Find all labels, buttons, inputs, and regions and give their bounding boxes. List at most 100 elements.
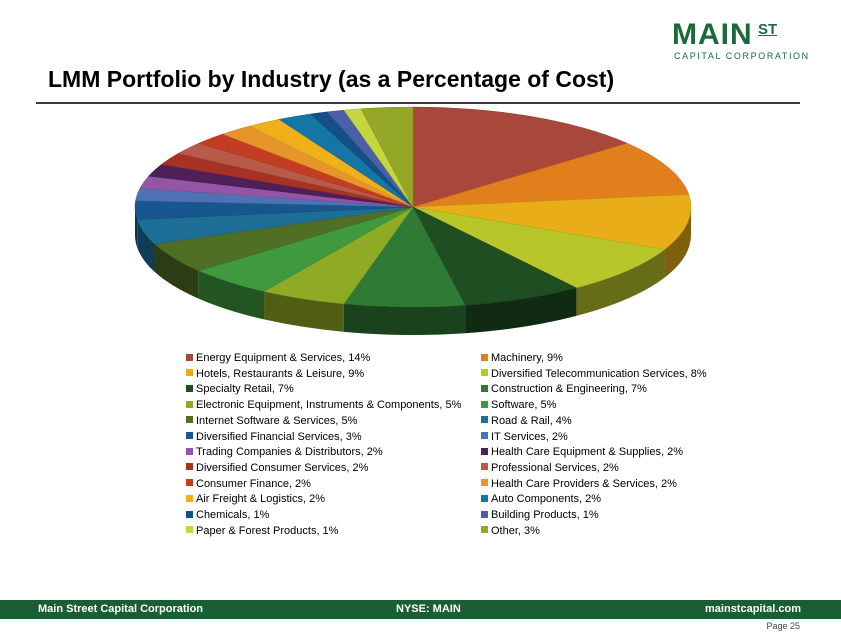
pie-slice-side-3	[576, 249, 665, 316]
logo-st-text: ST	[758, 21, 778, 38]
legend-item: Paper & Forest Products, 1%	[186, 524, 338, 539]
legend-label: Diversified Financial Services, 3%	[196, 430, 362, 443]
legend-swatch	[186, 416, 193, 424]
pie-slice-side-10	[135, 207, 138, 248]
legend-item: Diversified Telecommunication Services, …	[481, 367, 707, 382]
legend-swatch	[186, 447, 193, 455]
legend-swatch	[186, 479, 193, 487]
pie-slice-4	[412, 206, 578, 306]
pie-slice-side-7	[198, 270, 265, 320]
legend-swatch	[481, 384, 488, 392]
legend-swatch	[481, 353, 488, 361]
legend-swatch	[186, 384, 193, 392]
pie-slice-23	[360, 106, 414, 208]
legend-label: Professional Services, 2%	[491, 461, 619, 474]
legend-label: Software, 5%	[491, 399, 557, 412]
legend-label: Diversified Consumer Services, 2%	[196, 461, 369, 474]
logo-main-text: MAIN	[672, 18, 753, 51]
legend-label: Hotels, Restaurants & Leisure, 9%	[196, 367, 365, 380]
page-title: LMM Portfolio by Industry (as a Percenta…	[48, 66, 615, 92]
legend-swatch	[186, 353, 193, 361]
pie-chart	[134, 106, 692, 335]
legend-label: Machinery, 9%	[491, 352, 563, 364]
legend-swatch	[481, 526, 488, 534]
legend-swatch	[481, 463, 488, 471]
legend-swatch	[186, 400, 193, 408]
legend-label: Construction & Engineering, 7%	[491, 383, 647, 396]
legend-label: Internet Software & Services, 5%	[196, 414, 358, 427]
legend-item: Professional Services, 2%	[481, 461, 619, 476]
pie-slice-side-9	[137, 219, 155, 272]
legend-item: IT Services, 2%	[481, 430, 568, 445]
legend-label: Road & Rail, 4%	[491, 414, 572, 427]
legend-swatch	[481, 400, 488, 408]
legend-label: Auto Components, 2%	[491, 493, 602, 506]
legend-label: IT Services, 2%	[491, 430, 568, 443]
logo-subtitle: CAPITAL CORPORATION	[674, 51, 810, 61]
legend-label: Paper & Forest Products, 1%	[196, 524, 339, 537]
legend-item: Road & Rail, 4%	[481, 414, 572, 429]
legend-item: Hotels, Restaurants & Leisure, 9%	[186, 367, 364, 382]
legend-item: Health Care Providers & Services, 2%	[481, 477, 677, 492]
legend-item: Energy Equipment & Services, 14%	[186, 351, 370, 366]
legend-swatch	[481, 369, 488, 377]
legend-item: Electronic Equipment, Instruments & Comp…	[186, 398, 461, 413]
legend-item: Software, 5%	[481, 398, 556, 413]
legend-swatch	[186, 510, 193, 518]
pie-slice-side-2	[664, 207, 691, 278]
legend-swatch	[481, 432, 488, 440]
legend-label: Air Freight & Logistics, 2%	[196, 493, 325, 506]
legend-item: Diversified Financial Services, 3%	[186, 430, 362, 445]
pie-slice-2	[412, 194, 692, 250]
legend-label: Specialty Retail, 7%	[196, 383, 294, 396]
pie-slice-1	[412, 142, 690, 208]
legend-label: Energy Equipment & Services, 14%	[196, 352, 371, 364]
legend-item: Auto Components, 2%	[481, 492, 601, 507]
legend-item: Air Freight & Logistics, 2%	[186, 492, 325, 507]
legend-swatch	[481, 479, 488, 487]
footer-website[interactable]: mainstcapital.com	[705, 603, 801, 615]
title-divider	[36, 102, 800, 104]
legend-item: Consumer Finance, 2%	[186, 477, 311, 492]
legend-item: Internet Software & Services, 5%	[186, 414, 357, 429]
legend-swatch	[186, 369, 193, 377]
legend-label: Other, 3%	[491, 524, 540, 537]
legend-label: Chemicals, 1%	[196, 509, 270, 521]
legend-swatch	[186, 494, 193, 502]
legend-label: Consumer Finance, 2%	[196, 477, 311, 490]
legend-item: Trading Companies & Distributors, 2%	[186, 445, 383, 460]
legend-item: Construction & Engineering, 7%	[481, 382, 647, 397]
pie-slice-side-4	[465, 287, 577, 334]
legend-label: Building Products, 1%	[491, 509, 599, 521]
page-number: Page 25	[766, 621, 800, 631]
legend-label: Trading Companies & Distributors, 2%	[196, 446, 383, 459]
footer-company: Main Street Capital Corporation	[38, 603, 204, 615]
legend-label: Health Care Equipment & Supplies, 2%	[491, 446, 683, 459]
legend-swatch	[186, 526, 193, 534]
legend-swatch	[186, 463, 193, 471]
legend-item: Diversified Consumer Services, 2%	[186, 461, 368, 476]
pie-slice-side-6	[264, 291, 344, 332]
pie-slice-5	[343, 206, 466, 308]
legend-item: Specialty Retail, 7%	[186, 382, 294, 397]
legend-label: Diversified Telecommunication Services, …	[491, 367, 707, 380]
legend-swatch	[186, 432, 193, 440]
pie-slice-3	[412, 206, 666, 289]
legend-swatch	[481, 494, 488, 502]
company-logo: MAIN ST CAPITAL CORPORATION	[672, 18, 808, 62]
pie-slice-side-8	[154, 243, 199, 299]
legend-item: Health Care Equipment & Supplies, 2%	[481, 445, 683, 460]
legend-item: Machinery, 9%	[481, 351, 563, 366]
legend-label: Health Care Providers & Services, 2%	[491, 477, 677, 490]
pie-slice-0	[412, 106, 628, 208]
legend-item: Chemicals, 1%	[186, 508, 269, 523]
legend-swatch	[481, 447, 488, 455]
pie-slice-side-5	[343, 303, 466, 335]
footer-ticker: NYSE: MAIN	[396, 603, 461, 615]
legend-swatch	[481, 510, 488, 518]
footer-bar: Main Street Capital Corporation NYSE: MA…	[0, 600, 841, 619]
legend-item: Other, 3%	[481, 524, 540, 539]
legend-label: Electronic Equipment, Instruments & Comp…	[196, 399, 462, 412]
legend-item: Building Products, 1%	[481, 508, 599, 523]
legend-swatch	[481, 416, 488, 424]
